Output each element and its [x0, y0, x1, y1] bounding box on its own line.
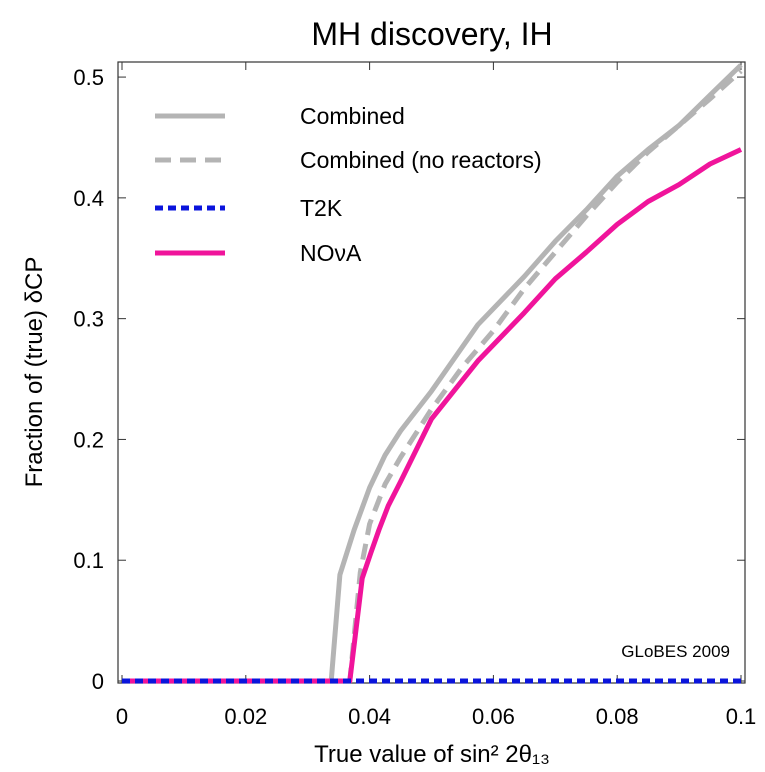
y-tick-label: 0.1	[73, 548, 104, 573]
x-tick-label: 0.08	[596, 704, 639, 729]
x-tick-label: 0.04	[348, 704, 391, 729]
x-tick-label: 0.02	[224, 704, 267, 729]
x-axis-label: True value of sin² 2θ₁₃	[314, 741, 550, 768]
x-tick-label: 0.1	[726, 704, 757, 729]
y-tick-label: 0.4	[73, 186, 104, 211]
chart-title: MH discovery, IH	[311, 16, 552, 52]
series-line-nova	[122, 147, 743, 684]
y-tick-label: 0.3	[73, 307, 104, 332]
x-tick-label: 0.06	[472, 704, 515, 729]
legend: Combined Combined (no reactors) T2K NOνA	[155, 103, 542, 266]
series-lines	[122, 63, 743, 684]
y-tick-label: 0.5	[73, 65, 104, 90]
y-tick-label: 0.2	[73, 427, 104, 452]
legend-label-combined: Combined	[300, 103, 405, 129]
series-line-combined	[122, 63, 743, 684]
axis-ticks: 0 0.02 0.04 0.06 0.08 0.1 0 0.1 0.2 0.3 0.4 0.5	[73, 62, 756, 729]
legend-label-combined-no-reactors: Combined (no reactors)	[300, 147, 542, 173]
y-tick-label: 0	[92, 669, 104, 694]
legend-label-nova: NOνA	[300, 240, 362, 266]
x-tick-label: 0	[116, 704, 128, 729]
y-axis-label: Fraction of (true) δCP	[21, 257, 48, 488]
legend-label-t2k: T2K	[300, 195, 343, 221]
credit-annotation: GLoBES 2009	[621, 642, 730, 661]
plot-frame	[117, 61, 746, 684]
